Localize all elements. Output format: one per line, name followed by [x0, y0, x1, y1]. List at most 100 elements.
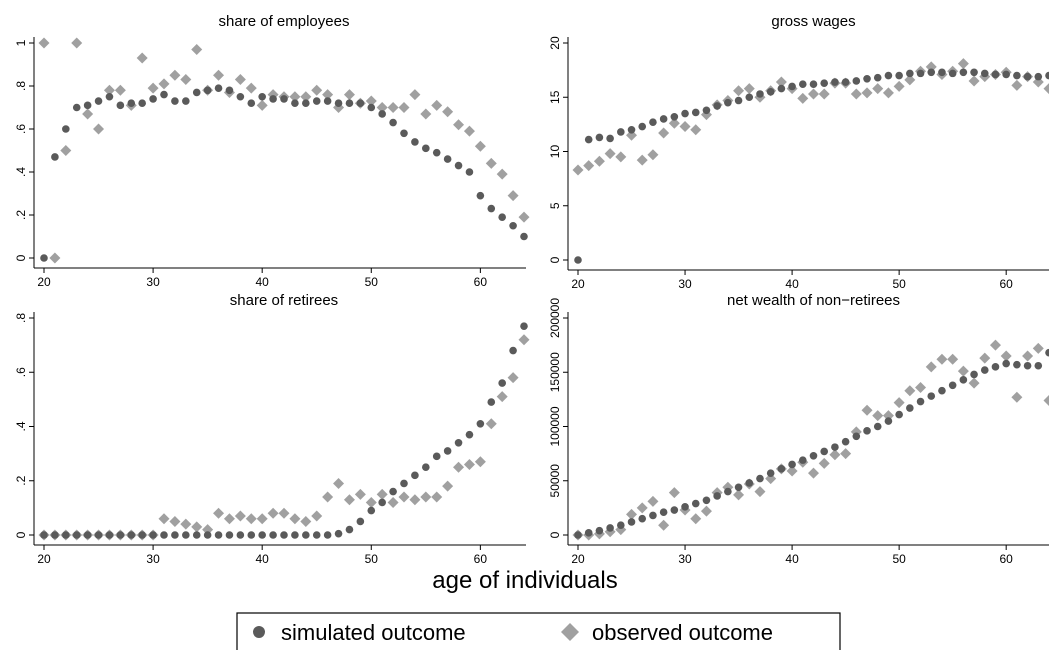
observed-point: [615, 151, 627, 163]
observed-point: [700, 505, 712, 517]
observed-point: [690, 124, 702, 136]
observed-point: [679, 121, 691, 133]
simulated-point: [72, 531, 81, 539]
panel-share-of-employees: share of employees 20 30 40 50 60 0 .2 .4 .6 .8 1: [14, 13, 530, 289]
simulated-point: [927, 392, 936, 400]
simulated-point: [1013, 71, 1021, 80]
observed-point: [278, 507, 290, 519]
observed-point: [431, 99, 443, 111]
simulated-point: [841, 78, 850, 86]
simulated-point: [659, 508, 668, 517]
observed-point: [453, 461, 465, 473]
simulated-point: [1023, 72, 1032, 81]
observed-point: [420, 491, 432, 503]
simulated-point: [160, 90, 168, 99]
simulated-point: [681, 502, 689, 511]
simulated-point: [509, 346, 517, 355]
observed-point: [861, 87, 873, 99]
observed-point: [114, 84, 126, 96]
observed-point: [1022, 350, 1034, 362]
simulated-point: [367, 103, 376, 112]
simulated-point: [1034, 361, 1043, 370]
observed-point: [1032, 76, 1044, 88]
simulated-point: [62, 125, 70, 133]
simulated-point: [258, 92, 266, 101]
observed-point: [311, 510, 323, 522]
x-tick-label: 50: [892, 552, 906, 566]
simulated-point: [948, 69, 957, 78]
simulated-point: [509, 221, 517, 230]
simulated-point: [584, 529, 593, 537]
observed-point: [829, 449, 841, 461]
observed-point: [850, 88, 862, 100]
simulated-point: [617, 521, 625, 530]
simulated-point: [884, 417, 893, 425]
observed-point: [387, 102, 399, 113]
observed-point: [245, 513, 257, 525]
observed-point: [872, 83, 884, 95]
observed-point: [311, 84, 323, 96]
observed-point: [420, 108, 432, 120]
observed-point: [893, 80, 905, 92]
simulated-point: [659, 115, 668, 123]
observed-point: [267, 507, 279, 519]
observed-point: [213, 507, 225, 519]
simulated-point: [991, 363, 1000, 371]
simulated-point: [367, 506, 376, 515]
y-tick-label: 200000: [548, 298, 562, 338]
observed-point: [957, 58, 969, 70]
observed-point: [496, 168, 508, 180]
simulated-point: [487, 398, 496, 406]
observed-point: [968, 75, 980, 87]
simulated-point: [574, 531, 582, 539]
simulated-point: [116, 101, 125, 110]
simulated-point: [702, 496, 711, 505]
observed-point: [668, 117, 680, 129]
y-tick-label: .2: [14, 210, 28, 220]
x-tick-label: 30: [678, 552, 692, 566]
simulated-point: [831, 443, 839, 451]
observed-point: [733, 489, 745, 501]
observed-point: [376, 488, 388, 500]
simulated-point: [389, 118, 397, 127]
simulated-point: [291, 531, 299, 539]
simulated-point: [809, 451, 818, 460]
simulated-point: [777, 84, 786, 93]
observed-point: [245, 82, 257, 94]
simulated-point: [638, 122, 647, 131]
simulated-point: [873, 73, 882, 82]
observed-point: [786, 465, 798, 477]
observed-point: [518, 211, 530, 223]
observed-point: [213, 69, 225, 81]
simulated-point: [378, 498, 386, 507]
observed-point: [49, 252, 61, 264]
observed-point: [733, 85, 745, 97]
simulated-point: [1045, 348, 1049, 357]
simulated-point: [149, 95, 157, 103]
simulated-point: [852, 77, 861, 85]
observed-point: [333, 477, 345, 489]
observed-point: [234, 74, 246, 86]
observed-point: [957, 365, 969, 377]
x-tick-label: 40: [785, 277, 799, 291]
simulated-point: [116, 531, 125, 539]
observed-point: [797, 92, 809, 104]
observed-point: [398, 102, 410, 113]
simulated-point: [465, 430, 474, 439]
observed-point: [808, 88, 819, 100]
x-tick-label: 30: [146, 275, 160, 289]
simulated-point: [734, 96, 743, 105]
simulated-point: [713, 492, 721, 500]
observed-point: [223, 513, 235, 525]
observed-point: [658, 127, 670, 139]
simulated-point: [649, 118, 657, 127]
observed-point: [169, 69, 181, 81]
observed-point: [743, 83, 755, 95]
observed-point: [658, 519, 670, 531]
observed-point: [180, 74, 192, 86]
simulated-point: [1002, 70, 1010, 79]
simulated-point: [884, 71, 893, 80]
simulated-point: [916, 397, 925, 406]
simulated-point: [422, 144, 430, 153]
